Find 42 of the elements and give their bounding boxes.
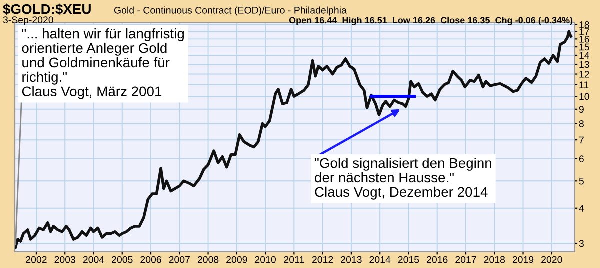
x-tick-label: 2008 xyxy=(198,256,219,264)
x-tick-label: 2012 xyxy=(312,256,334,264)
x-tick-label: 2016 xyxy=(427,256,448,264)
x-tick-label: 2017 xyxy=(456,256,476,264)
x-tick-label: 2019 xyxy=(512,256,534,264)
y-tick-label: 5 xyxy=(579,178,584,185)
x-tick-label: 2013 xyxy=(341,256,362,264)
chart-title: $GOLD:$XEU xyxy=(3,4,91,16)
y-tick-label: 10 xyxy=(580,93,590,100)
chart-subtitle: Gold - Continuous Contract (EOD)/Euro - Philadelphia xyxy=(114,6,347,16)
x-tick-label: 2014 xyxy=(370,256,391,264)
x-tick-label: 2004 xyxy=(83,256,104,264)
y-tick-label: 18 xyxy=(580,22,590,28)
x-tick-label: 2015 xyxy=(398,256,420,264)
x-tick-label: 2007 xyxy=(169,256,190,264)
y-tick-label: 11 xyxy=(580,82,589,88)
y-tick-label: 9 xyxy=(579,106,584,114)
x-tick-label: 2011 xyxy=(284,256,304,264)
x-tick-label: 2006 xyxy=(140,256,162,264)
y-tick-label: 17 xyxy=(580,28,590,36)
x-tick-label: 2020 xyxy=(542,256,562,264)
y-tick-label: 14 xyxy=(580,52,590,59)
x-tick-label: 2005 xyxy=(112,256,133,264)
x-tick-label: 2003 xyxy=(54,256,76,264)
annotation: Open 16.44 High 16.51 Low 16.26 Close 16.35 Chg -0.06 (-0.34%) xyxy=(289,17,573,26)
y-tick-label: 15 xyxy=(580,44,590,51)
line-series xyxy=(15,30,572,250)
y-tick-label: 7 xyxy=(579,136,584,144)
annotation: "... halten wir für langfristig orientierte Anleger Gold und Goldminenkäufe für richtig." Claus Vogt, März 2001 xyxy=(22,28,184,100)
y-tick-label: 3 xyxy=(579,240,584,248)
x-tick-label: 2010 xyxy=(255,256,276,264)
annotation: 3-Sep-2020 xyxy=(3,16,54,26)
y-tick-label: 12 xyxy=(580,71,590,78)
x-tick-label: 2009 xyxy=(226,256,248,264)
y-tick-label: 4 xyxy=(579,205,584,212)
annotation: "Gold signalisiert den Beginn der nächsten Hausse." Claus Vogt, Dezember 2014 xyxy=(315,158,492,200)
y-tick-label: 16 xyxy=(580,36,590,43)
y-tick-label: 8 xyxy=(579,120,584,128)
x-tick-label: 2002 xyxy=(26,256,47,264)
y-tick-label: 6 xyxy=(579,156,584,163)
y-tick-label: 13 xyxy=(580,61,590,68)
x-tick-label: 2018 xyxy=(484,256,506,264)
